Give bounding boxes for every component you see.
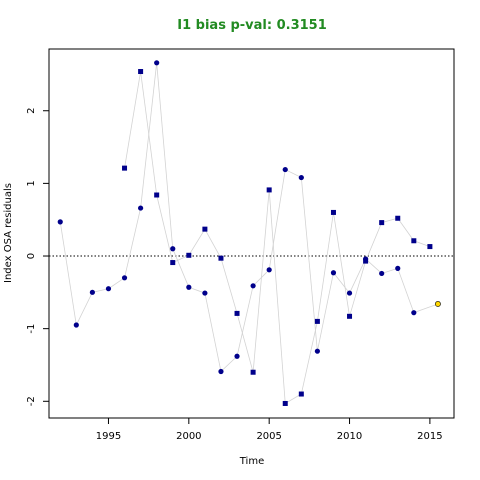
data-point-square [154, 192, 160, 198]
data-point-circle [105, 286, 112, 292]
y-tick-label: -1 [26, 324, 37, 334]
x-tick-label: 2000 [176, 431, 201, 442]
data-point-circle [121, 275, 128, 281]
data-point-square [282, 400, 288, 406]
data-point-square [250, 369, 256, 375]
series-lines [59, 62, 439, 405]
x-tick-label: 2005 [256, 431, 281, 442]
x-tick-label: 2015 [417, 431, 442, 442]
x-axis: 1995 2000 2005 2010 2015 [96, 418, 443, 442]
data-point-square [122, 165, 128, 171]
chart-title: I1 bias p-val: 0.3151 [177, 18, 327, 33]
data-point-circle [89, 289, 95, 295]
series-points [57, 60, 441, 406]
data-point-square [347, 313, 353, 319]
data-point-circle [234, 353, 240, 359]
data-point-square [170, 260, 176, 266]
data-point-circle [282, 166, 288, 173]
data-point-square [363, 258, 369, 264]
data-point-circle [154, 60, 160, 66]
y-tick-label: 0 [26, 253, 37, 259]
data-point-circle [202, 290, 208, 296]
data-point-square [186, 252, 192, 258]
data-point-circle [266, 267, 272, 273]
y-axis: -2 -1 0 1 2 [26, 108, 49, 406]
data-point-circle [346, 290, 353, 296]
data-point-circle [170, 246, 176, 252]
x-tick-label: 2010 [337, 431, 362, 442]
data-point-circle [395, 265, 401, 271]
series-1-line [59, 62, 439, 373]
data-point-circle [186, 284, 192, 290]
data-point-square [234, 310, 240, 316]
data-point-circle [57, 219, 63, 225]
data-point-square [138, 69, 144, 75]
y-tick-label: 1 [26, 180, 37, 186]
data-point-square [218, 255, 224, 261]
data-point-circle [379, 270, 385, 277]
data-point-circle [73, 322, 79, 328]
data-point-circle [314, 348, 320, 354]
series-2-line [124, 71, 431, 405]
y-tick-label: -2 [26, 396, 37, 406]
data-point-square [379, 220, 385, 226]
data-point-square [411, 238, 417, 244]
y-tick-label: 2 [26, 108, 37, 114]
data-point-circle [250, 283, 256, 289]
data-point-circle [218, 368, 224, 375]
x-tick-label: 1995 [96, 431, 121, 442]
data-point-square [314, 318, 320, 324]
y-axis-label: Index OSA residuals [3, 183, 14, 283]
data-point-square [266, 187, 272, 193]
plot-frame [48, 48, 455, 419]
data-point-circle [411, 310, 417, 316]
data-point-square [395, 215, 401, 221]
data-point-circle [330, 270, 337, 276]
data-point-circle [298, 174, 304, 181]
data-point-square [330, 209, 336, 215]
data-point-circle [138, 205, 144, 211]
data-point-square [202, 226, 208, 232]
data-point-square [298, 391, 304, 397]
x-axis-label: Time [239, 456, 264, 467]
data-point-highlight [435, 301, 441, 307]
data-point-square [427, 244, 433, 250]
